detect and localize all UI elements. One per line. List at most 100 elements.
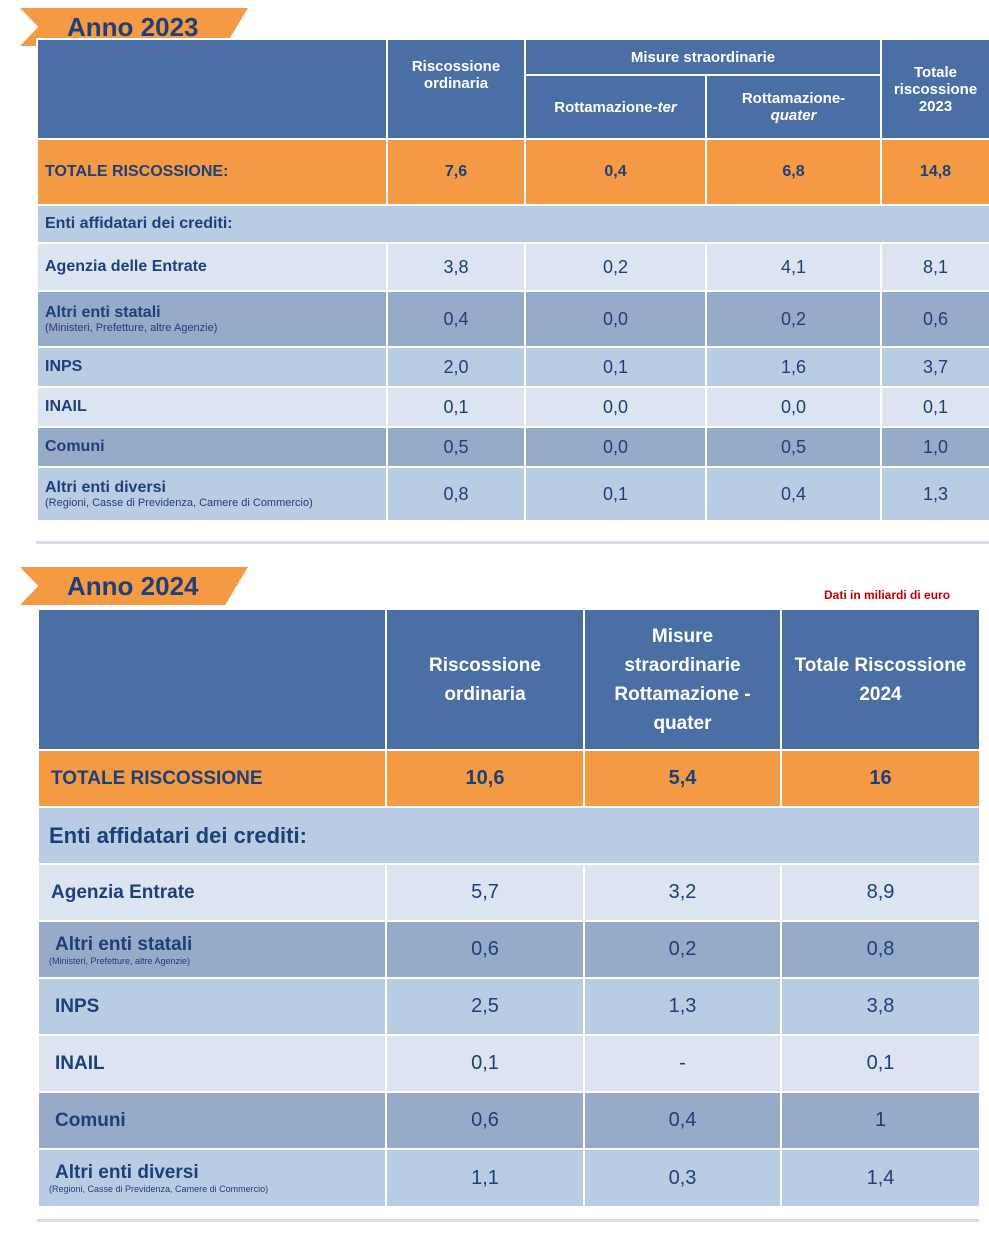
cell-value: 0,6 xyxy=(880,290,989,348)
header-misure-straordinarie: Misure straordinarie Rottamazione - quat… xyxy=(583,608,782,751)
header-text: Misure straordinarie Rottamazione - quat… xyxy=(614,625,751,734)
header-blank xyxy=(37,608,387,751)
header-ter-em: ter xyxy=(657,98,677,116)
row-label-text: Comuni xyxy=(45,438,105,455)
table-row: Altri enti diversi (Regioni, Casse di Pre… xyxy=(36,466,989,522)
section-row-2023: Enti affidatari dei crediti: xyxy=(36,204,989,244)
row-label: INPS xyxy=(37,977,387,1036)
total-value: 7,6 xyxy=(386,138,526,206)
header-rottamazione-quater: Rottamazione-quater xyxy=(705,74,882,140)
row-label: Agenzia delle Entrate xyxy=(36,242,388,292)
divider xyxy=(37,1219,979,1222)
row-label: Altri enti statali (Ministeri, Prefetture… xyxy=(37,920,387,979)
cell-value: 8,1 xyxy=(880,242,989,292)
row-label: INPS xyxy=(36,346,388,388)
total-label: TOTALE RISCOSSIONE: xyxy=(36,138,388,206)
cell-value: - xyxy=(583,1034,782,1093)
header-text: Totale Riscossione 2024 xyxy=(794,654,967,705)
total-label: TOTALE RISCOSSIONE xyxy=(37,749,387,808)
cell-value: 0,4 xyxy=(583,1091,782,1150)
header-blank xyxy=(36,38,388,140)
cell-value: 8,9 xyxy=(780,863,981,922)
cell-value: 0,6 xyxy=(385,920,585,979)
header-riscossione-ordinaria: Riscossione ordinaria xyxy=(385,608,585,751)
header-riscossione-ordinaria: Riscossione ordinaria xyxy=(386,38,526,140)
row-label: Altri enti diversi (Regioni, Casse di Pre… xyxy=(36,466,388,522)
row-label: Altri enti statali (Ministeri, Prefetture… xyxy=(36,290,388,348)
units-note: Dati in miliardi di euro xyxy=(824,588,951,602)
cell-value: 4,1 xyxy=(705,242,882,292)
cell-value: 5,7 xyxy=(385,863,585,922)
row-label-text: INAIL xyxy=(55,1052,105,1074)
row-sublabel: (Ministeri, Prefetture, altre Agenzie) xyxy=(49,955,191,966)
total-row-2023: TOTALE RISCOSSIONE: 7,6 0,4 6,8 14,8 xyxy=(36,138,989,206)
cell-value: 0,2 xyxy=(524,242,707,292)
row-label-text: Altri enti statali xyxy=(55,933,193,955)
header-quater-em: quater xyxy=(770,107,817,124)
year-tag-2024-label: Anno 2024 xyxy=(67,571,199,601)
cell-value: 0,5 xyxy=(386,426,526,468)
cell-value: 3,2 xyxy=(583,863,782,922)
table-row: Altri enti statali (Ministeri, Prefetture… xyxy=(37,920,981,979)
cell-value: 0,1 xyxy=(385,1034,585,1093)
table-row: Altri enti statali (Ministeri, Prefetture… xyxy=(36,290,989,348)
total-value: 14,8 xyxy=(880,138,989,206)
table-2023: Riscossione ordinaria Misure straordinar… xyxy=(36,38,989,522)
table-row: Agenzia delle Entrate 3,8 0,2 4,1 8,1 xyxy=(36,242,989,292)
cell-value: 0,1 xyxy=(880,386,989,428)
row-label-text: Altri enti diversi xyxy=(45,479,166,496)
table-row: Comuni 0,6 0,4 1 xyxy=(37,1091,981,1150)
cell-value: 0,1 xyxy=(524,346,707,388)
total-value: 16 xyxy=(780,749,981,808)
cell-value: 0,1 xyxy=(386,386,526,428)
row-label: Comuni xyxy=(37,1091,387,1150)
cell-value: 1 xyxy=(780,1091,981,1150)
total-row-2024: TOTALE RISCOSSIONE 10,6 5,4 16 xyxy=(37,749,981,808)
table-row: Agenzia Entrate 5,7 3,2 8,9 xyxy=(37,863,981,922)
cell-value: 1,0 xyxy=(880,426,989,468)
table-row: INPS 2,0 0,1 1,6 3,7 xyxy=(36,346,989,388)
header-quater-prefix: Rottamazione- xyxy=(741,90,846,107)
cell-value: 0,1 xyxy=(780,1034,981,1093)
section-label: Enti affidatari dei crediti: xyxy=(36,204,989,244)
table-row: Altri enti diversi (Regioni, Casse di Pre… xyxy=(37,1148,981,1208)
divider xyxy=(36,541,989,544)
header-text: Riscossione ordinaria xyxy=(429,654,541,705)
total-value: 0,4 xyxy=(524,138,707,206)
table-row: INPS 2,5 1,3 3,8 xyxy=(37,977,981,1036)
cell-value: 1,4 xyxy=(780,1148,981,1208)
cell-value: 1,6 xyxy=(705,346,882,388)
cell-value: 2,0 xyxy=(386,346,526,388)
row-label: Agenzia Entrate xyxy=(37,863,387,922)
row-label: Comuni xyxy=(36,426,388,468)
row-sublabel: (Regioni, Casse di Previdenza, Camere di… xyxy=(45,497,313,509)
row-label: INAIL xyxy=(36,386,388,428)
row-label-text: Altri enti diversi xyxy=(55,1162,199,1183)
cell-value: 0,8 xyxy=(386,466,526,522)
total-value: 5,4 xyxy=(583,749,782,808)
header-ter-prefix: Rottamazione- xyxy=(554,98,658,116)
total-value: 6,8 xyxy=(705,138,882,206)
header-totale-2024: Totale Riscossione 2024 xyxy=(780,608,981,751)
cell-value: 0,0 xyxy=(524,386,707,428)
row-sublabel: (Regioni, Casse di Previdenza, Camere di… xyxy=(49,1184,269,1194)
cell-value: 3,8 xyxy=(780,977,981,1036)
cell-value: 0,4 xyxy=(705,466,882,522)
cell-value: 1,3 xyxy=(880,466,989,522)
row-label-text: Agenzia Entrate xyxy=(51,881,195,903)
cell-value: 0,3 xyxy=(583,1148,782,1208)
row-label-text: Agenzia delle Entrate xyxy=(45,258,207,275)
cell-value: 3,8 xyxy=(386,242,526,292)
row-label-text: INPS xyxy=(55,995,100,1017)
table-row: INAIL 0,1 - 0,1 xyxy=(37,1034,981,1093)
section-row-2024: Enti affidatari dei crediti: xyxy=(37,806,981,865)
row-label-text: Comuni xyxy=(55,1109,126,1131)
row-label-text: INAIL xyxy=(45,398,87,415)
year-tag-2023-label: Anno 2023 xyxy=(67,12,199,42)
section-label: Enti affidatari dei crediti: xyxy=(37,806,981,865)
cell-value: 0,5 xyxy=(705,426,882,468)
row-label: INAIL xyxy=(37,1034,387,1093)
cell-value: 1,1 xyxy=(385,1148,585,1208)
header-rottamazione-ter: Rottamazione-ter xyxy=(524,74,707,140)
table-2024: Riscossione ordinaria Misure straordinar… xyxy=(37,608,981,1208)
